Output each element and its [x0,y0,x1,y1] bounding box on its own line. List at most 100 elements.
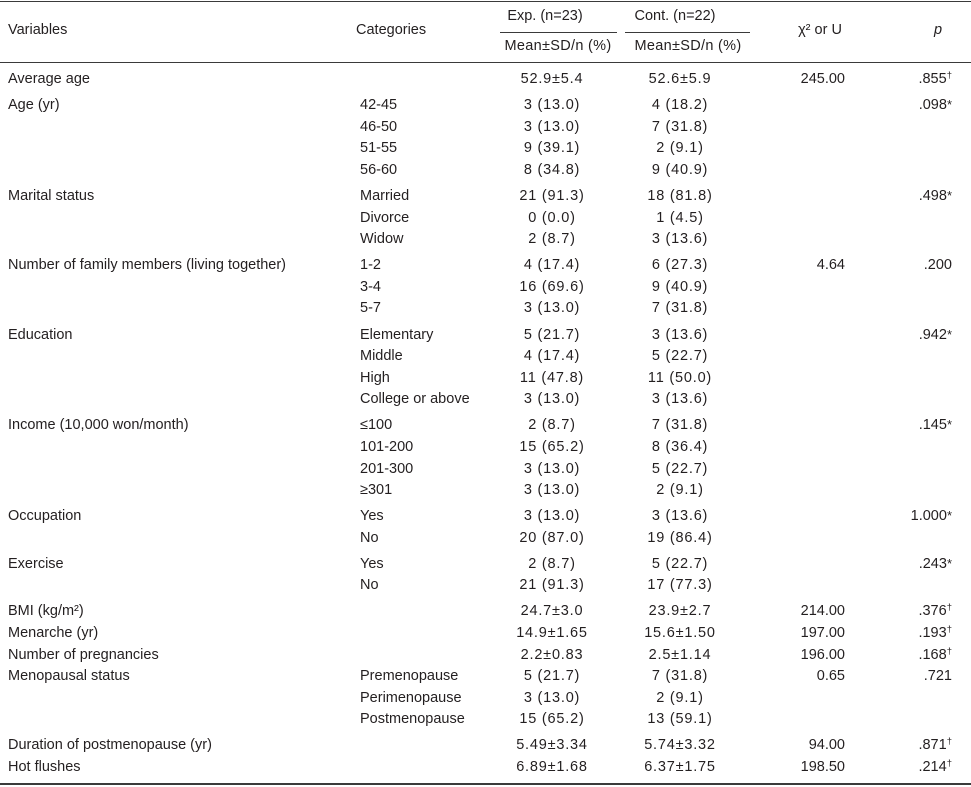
test-statistic-cell [746,459,845,481]
cont-value-cell: 1 (4.5) [656,209,704,226]
p-value-cell: .214† [845,757,952,779]
p-value-cell [845,480,952,502]
table-row: College or above 3 (13.0) 3 (13.6) [0,389,952,411]
table-row: Postmenopause 15 (65.2) 13 (59.1) [0,709,952,731]
p-value-footnote-mark: † [946,736,952,748]
table-top-rule [0,1,971,2]
test-statistic-cell: 198.50 [800,758,845,775]
table-row: 3-4 16 (69.6) 9 (40.9) [0,277,952,299]
variable-cell [0,480,360,502]
category-cell: 3-4 [360,278,381,295]
cont-value-cell: 2 (9.1) [656,689,704,706]
variable-cell [0,459,360,481]
exp-value-cell: 14.9±1.65 [516,624,588,641]
category-cell: Postmenopause [360,711,465,728]
variable-cell [0,346,360,368]
test-statistic-cell [746,506,845,528]
variable-cell: Education [8,326,73,343]
exp-value-cell: 3 (13.0) [523,97,581,114]
variable-cell [0,528,360,550]
category-cell: Middle [360,348,403,365]
test-statistic-cell [746,138,845,160]
column-header-p-value: p [933,22,943,38]
table-row: Number of family members (living togethe… [0,255,952,277]
p-value-footnote-mark: * [946,417,952,433]
exp-value-cell: 3 (13.0) [523,460,581,477]
exp-value-cell: 3 (13.0) [523,689,581,706]
p-value-footnote-mark: * [946,508,952,524]
category-cell: ≤100 [360,417,393,434]
category-cell [360,69,490,91]
exp-value-cell: 3 (13.0) [523,482,581,499]
test-statistic-cell [746,208,845,230]
category-cell: Perimenopause [360,689,462,706]
header-bottom-rule [0,62,971,63]
p-value-cell: .498* [845,186,952,208]
p-value-footnote-mark: † [946,602,952,614]
test-statistic-cell: 214.00 [800,603,845,620]
test-statistic-cell [746,186,845,208]
p-value-cell [845,459,952,481]
variable-cell [0,298,360,320]
cont-value-cell: 52.6±5.9 [648,71,712,88]
category-cell: No [360,529,379,546]
p-value: .145 [918,417,947,434]
p-value: .721 [923,668,952,685]
column-header-exp-measure: Mean±SD/n (%) [504,38,612,54]
exp-value-cell: 15 (65.2) [519,438,585,455]
test-statistic-cell: 196.00 [800,646,845,663]
row-group: Average age 52.9±5.4 52.6±5.9 245.00.855† [0,65,952,91]
p-value-footnote-mark: * [946,555,952,571]
table-row: 46-50 3 (13.0) 7 (31.8) [0,117,952,139]
test-statistic-cell [746,575,845,597]
p-value: .498 [918,188,947,205]
category-cell: College or above [360,391,470,408]
category-cell: ≥301 [360,482,393,499]
test-statistic-cell: 94.00 [808,737,845,754]
variable-cell: Exercise [8,555,64,572]
p-value-cell [845,138,952,160]
p-value-cell [845,688,952,710]
p-value-cell: .098* [845,95,952,117]
test-statistic-cell [746,415,845,437]
test-statistic-cell: 0.65 [816,668,845,685]
row-group: Duration of postmenopause (yr) 5.49±3.34 5… [0,731,952,779]
exp-value-cell: 5.49±3.34 [516,737,588,754]
category-cell: 56-60 [360,162,398,179]
category-cell: 1-2 [360,257,381,274]
p-value-footnote-mark: † [946,623,952,635]
p-value-cell [845,709,952,731]
category-cell: High [360,369,390,386]
p-value-cell: .376† [845,601,952,623]
table-row: Income (10,000 won/month) ≤100 2 (8.7) 7 (3… [0,415,952,437]
cont-value-cell: 8 (36.4) [651,438,709,455]
variable-cell [0,277,360,299]
category-cell [360,601,490,623]
p-value-footnote-mark: * [946,326,952,342]
p-value-cell: 1.000* [845,506,952,528]
p-value-cell: .942* [845,325,952,347]
exp-value-cell: 11 (47.8) [519,369,585,386]
cont-value-cell: 7 (31.8) [651,668,709,685]
category-cell: 201-300 [360,460,414,477]
variable-cell [0,160,360,182]
p-value-cell [845,528,952,550]
exp-value-cell: 3 (13.0) [523,118,581,135]
table-row: Middle 4 (17.4) 5 (22.7) [0,346,952,368]
category-cell: Elementary [360,326,434,343]
p-value-cell [845,160,952,182]
table-row: 56-60 8 (34.8) 9 (40.9) [0,160,952,182]
variable-cell: BMI (kg/m²) [8,603,84,620]
column-header-categories: Categories [356,22,427,38]
table-row: Perimenopause 3 (13.0) 2 (9.1) [0,688,952,710]
column-header-cont-group: Cont. (n=22) [634,8,716,24]
variable-cell: Marital status [8,188,95,205]
row-group: BMI (kg/m²) 24.7±3.0 23.9±2.7 214.00.376† Me… [0,597,952,731]
exp-value-cell: 24.7±3.0 [520,603,584,620]
exp-value-cell: 2 (8.7) [528,555,576,572]
variable-cell: Age (yr) [8,97,60,114]
row-group: Age (yr) 42-45 3 (13.0) 4 (18.2) .098* 46-50 3… [0,91,952,182]
variable-cell: Hot flushes [8,758,81,775]
cont-value-cell: 2.5±1.14 [648,646,712,663]
test-statistic-cell [746,437,845,459]
